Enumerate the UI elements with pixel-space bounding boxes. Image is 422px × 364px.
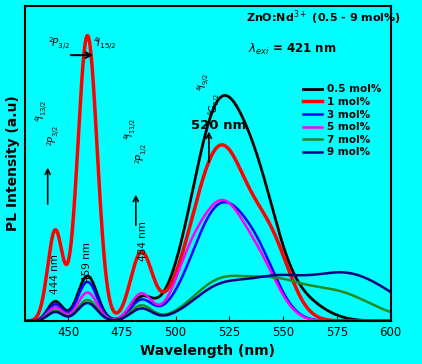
Line: 5 mol%: 5 mol% — [25, 200, 391, 321]
5 mol% — [163, 298, 168, 302]
Legend: 0.5 mol%, 1 mol%, 3 mol%, 5 mol%, 7 mol%, 9 mol%: 0.5 mol%, 1 mol%, 3 mol%, 5 mol%, 7 mol%… — [299, 80, 385, 162]
Text: ZnO:Nd$^{3+}$ (0.5 - 9 mol%): ZnO:Nd$^{3+}$ (0.5 - 9 mol%) — [246, 9, 401, 27]
0.5 mol% — [222, 93, 227, 98]
Text: $\lambda_{exi}$ = 421 nm: $\lambda_{exi}$ = 421 nm — [248, 42, 336, 57]
3 mol% — [388, 319, 393, 323]
7 mol% — [86, 298, 91, 302]
7 mol% — [388, 310, 393, 314]
3 mol% — [342, 319, 347, 323]
0.5 mol% — [163, 287, 168, 291]
1 mol% — [64, 262, 69, 266]
Line: 3 mol%: 3 mol% — [25, 202, 391, 321]
1 mol% — [381, 319, 386, 323]
5 mol% — [342, 319, 347, 323]
0.5 mol% — [342, 315, 347, 320]
1 mol% — [23, 319, 28, 323]
7 mol% — [23, 319, 28, 323]
Text: 459 nm: 459 nm — [82, 242, 92, 282]
9 mol% — [342, 270, 347, 275]
Line: 9 mol%: 9 mol% — [25, 272, 391, 321]
9 mol% — [163, 313, 168, 317]
Text: $^4\!I_{13/2}$: $^4\!I_{13/2}$ — [33, 99, 50, 122]
5 mol% — [381, 319, 386, 323]
0.5 mol% — [23, 319, 28, 323]
1 mol% — [163, 289, 168, 293]
5 mol% — [388, 319, 393, 323]
0.5 mol% — [388, 319, 393, 323]
3 mol% — [179, 277, 184, 281]
Line: 0.5 mol%: 0.5 mol% — [25, 95, 391, 321]
9 mol% — [388, 290, 393, 294]
Text: 520 nm: 520 nm — [191, 119, 246, 132]
7 mol% — [64, 313, 69, 318]
1 mol% — [179, 255, 184, 259]
Y-axis label: PL Intensity (a.u): PL Intensity (a.u) — [5, 95, 19, 231]
7 mol% — [232, 274, 237, 278]
Text: $^2\!P_{3/2}$: $^2\!P_{3/2}$ — [45, 124, 62, 146]
Text: 484 nm: 484 nm — [138, 221, 149, 261]
1 mol% — [85, 33, 90, 38]
Text: $^4\!G_{7/2}$: $^4\!G_{7/2}$ — [206, 93, 223, 115]
7 mol% — [179, 304, 184, 309]
0.5 mol% — [179, 240, 184, 244]
5 mol% — [23, 319, 28, 323]
9 mol% — [381, 285, 386, 290]
Text: $^2\!P_{1/2}$: $^2\!P_{1/2}$ — [133, 143, 150, 163]
1 mol% — [86, 35, 91, 40]
0.5 mol% — [86, 274, 91, 278]
7 mol% — [342, 290, 347, 294]
Text: $^4\!I_{15/2}$: $^4\!I_{15/2}$ — [93, 36, 116, 52]
9 mol% — [179, 306, 184, 311]
9 mol% — [86, 301, 91, 305]
Text: 444 nm: 444 nm — [50, 254, 60, 294]
7 mol% — [381, 307, 386, 312]
0.5 mol% — [381, 319, 386, 323]
Line: 7 mol%: 7 mol% — [25, 276, 391, 321]
3 mol% — [23, 319, 28, 323]
3 mol% — [222, 200, 227, 204]
3 mol% — [381, 319, 386, 323]
5 mol% — [64, 312, 69, 316]
Text: $^2\!P_{3/2}$: $^2\!P_{3/2}$ — [49, 36, 70, 52]
X-axis label: Wavelength (nm): Wavelength (nm) — [141, 344, 275, 359]
7 mol% — [163, 312, 168, 317]
0.5 mol% — [64, 308, 69, 313]
5 mol% — [86, 290, 91, 295]
5 mol% — [179, 262, 184, 267]
9 mol% — [337, 270, 342, 274]
3 mol% — [163, 301, 168, 306]
3 mol% — [86, 280, 91, 284]
Line: 1 mol%: 1 mol% — [25, 36, 391, 321]
Text: $^4\!I_{9/2}$: $^4\!I_{9/2}$ — [195, 74, 212, 91]
9 mol% — [23, 319, 28, 323]
5 mol% — [219, 198, 225, 202]
Text: $^4\!I_{11/2}$: $^4\!I_{11/2}$ — [122, 117, 139, 139]
3 mol% — [64, 310, 69, 314]
1 mol% — [388, 319, 393, 323]
9 mol% — [64, 314, 69, 318]
1 mol% — [342, 319, 347, 323]
